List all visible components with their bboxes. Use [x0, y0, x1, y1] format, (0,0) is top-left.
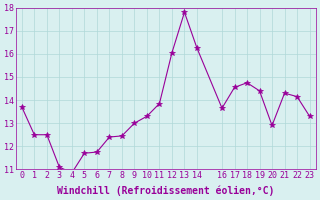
- X-axis label: Windchill (Refroidissement éolien,°C): Windchill (Refroidissement éolien,°C): [57, 185, 274, 196]
